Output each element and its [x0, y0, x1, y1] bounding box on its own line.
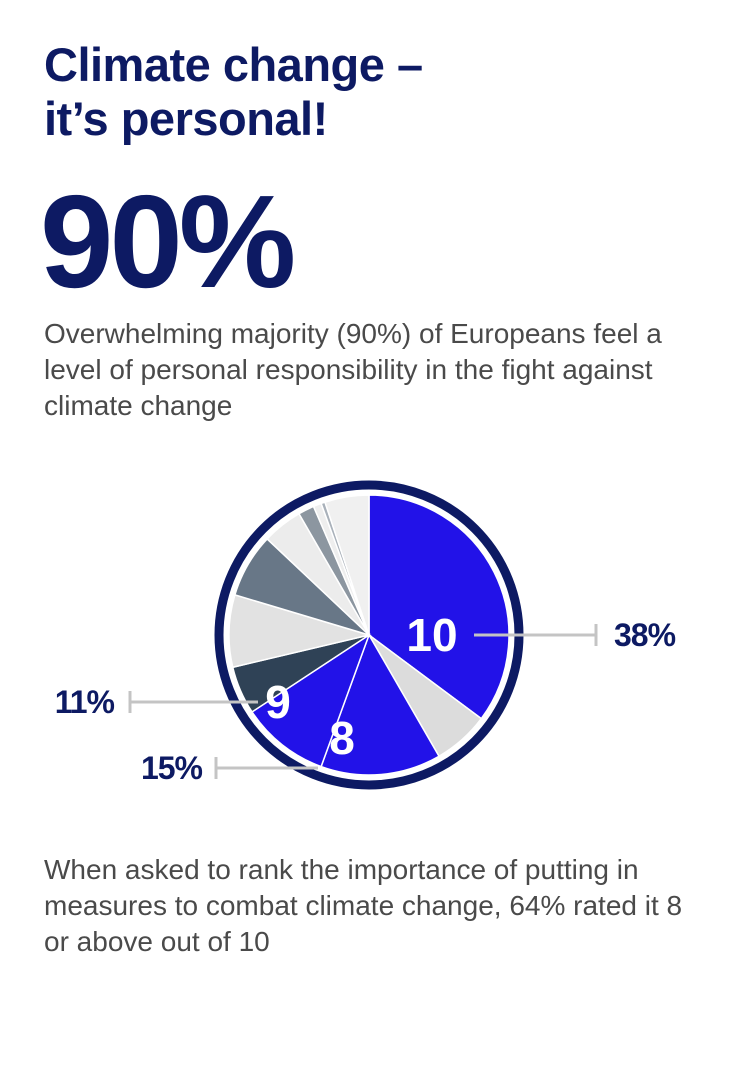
callout-percent-9: 11%	[55, 684, 115, 720]
pie-chart: 10 38% 8 15% 9 11%	[55, 480, 677, 790]
slice-label-8: 8	[329, 712, 355, 764]
pie-slice-10	[368, 494, 510, 720]
pie-slice-9	[250, 633, 371, 768]
summary-paragraph: When asked to rank the importance of put…	[44, 854, 683, 957]
slice-label-9: 9	[265, 676, 291, 728]
pie-slice-8	[320, 633, 441, 776]
callout-percent-8: 15%	[141, 750, 203, 786]
page-title: Climate change – it’s personal!	[44, 38, 704, 146]
headline-stat: 90%	[40, 168, 296, 315]
callout-percent-10: 38%	[614, 617, 676, 653]
slice-label-10: 10	[406, 609, 457, 661]
title-line-1: Climate change –	[44, 38, 423, 91]
pie-slice-12	[324, 494, 370, 636]
title-line-2: it’s personal!	[44, 92, 328, 145]
intro-paragraph: Overwhelming majority (90%) of Europeans…	[44, 318, 662, 421]
